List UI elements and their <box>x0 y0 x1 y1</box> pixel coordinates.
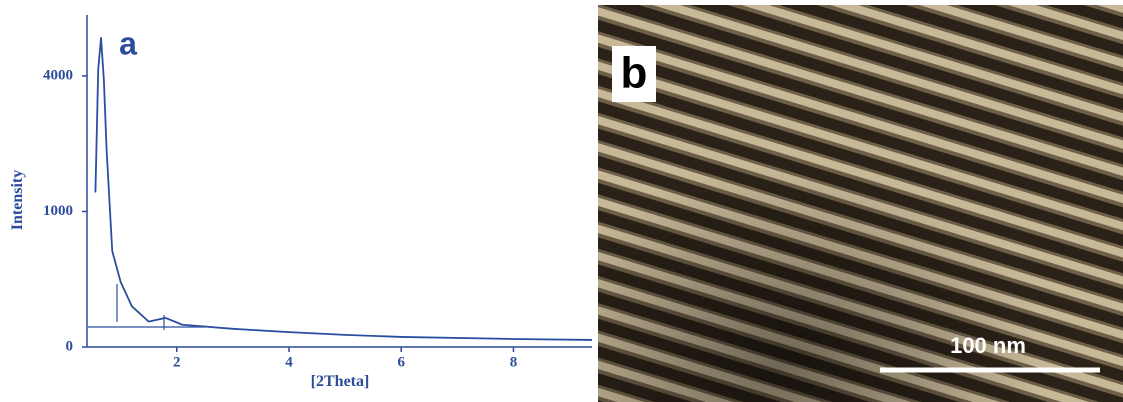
y-tick-label: 1000 <box>43 203 73 219</box>
panel-label-box <box>612 46 656 102</box>
y-tick-label: 4000 <box>43 67 73 83</box>
panel-label: b <box>621 49 648 98</box>
x-tick-label: 2 <box>173 354 181 370</box>
y-tick-label: 0 <box>66 338 74 354</box>
x-tick-label: 4 <box>285 354 293 370</box>
y-axis-label: Intensity <box>9 170 26 230</box>
micrograph: b 100 nm <box>598 5 1123 402</box>
x-tick-label: 8 <box>510 354 518 370</box>
x-tick-label: 6 <box>397 354 405 370</box>
scale-bar-label: 100 nm <box>950 333 1026 358</box>
panel-label: a <box>119 25 137 61</box>
x-axis-label: [2Theta] <box>311 373 370 390</box>
data-line <box>94 37 593 341</box>
